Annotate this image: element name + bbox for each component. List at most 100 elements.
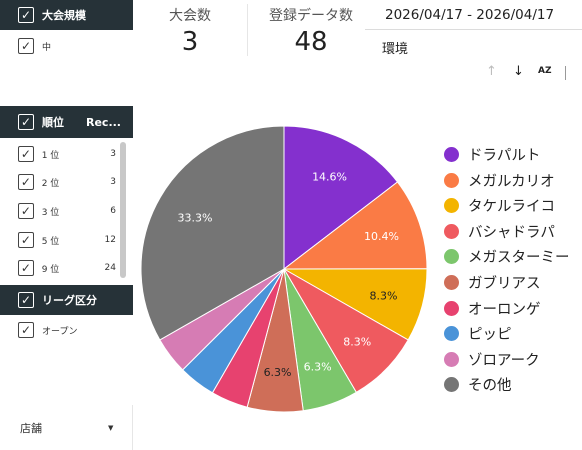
rank-filter-header[interactable]: ✓ 順位 Rec... xyxy=(0,106,133,138)
filter-option-medium[interactable]: ✓ 中 xyxy=(0,36,133,56)
arrow-up-icon[interactable]: ↑ xyxy=(486,64,497,79)
rank-filter-row[interactable]: ✓ 9 位 24 xyxy=(0,258,116,278)
pie-slice[interactable] xyxy=(282,181,428,270)
legend-item[interactable]: ドラパルト xyxy=(444,144,540,165)
legend-color-swatch xyxy=(444,300,459,316)
rank-label: 1 位 xyxy=(41,150,60,161)
slice-percent-label: 33.3% xyxy=(177,211,212,224)
legend-label: ピッピ xyxy=(468,327,512,344)
legend-color-swatch xyxy=(444,223,459,239)
pie-slice[interactable] xyxy=(283,268,358,412)
rank-label: 5 位 xyxy=(41,236,60,247)
legend-color-swatch xyxy=(444,249,459,265)
checkbox-checked-icon[interactable]: ✓ xyxy=(18,292,34,308)
rank-filter-row[interactable]: ✓ 3 位 6 xyxy=(0,201,116,221)
legend-color-swatch xyxy=(444,326,459,342)
slice-percent-label: 6.3% xyxy=(304,360,332,373)
legend-label: メガルカリオ xyxy=(468,173,555,190)
checkbox-checked-icon[interactable]: ✓ xyxy=(18,260,34,276)
checkbox-checked-icon[interactable]: ✓ xyxy=(18,174,34,190)
pie-slice[interactable] xyxy=(282,267,409,394)
record-count: 3 xyxy=(110,177,116,187)
legend-item[interactable]: ピッピ xyxy=(444,323,512,344)
league-filter-header[interactable]: ✓ リーグ区分 xyxy=(0,285,133,315)
rank-filter-row[interactable]: ✓ 2 位 3 xyxy=(0,172,116,192)
legend-label: ガブリアス xyxy=(468,276,541,292)
slice-percent-label: 14.6% xyxy=(312,171,347,184)
rank-list-scrollbar[interactable] xyxy=(120,142,126,278)
slice-percent-label: 8.3% xyxy=(370,289,398,302)
record-count: 12 xyxy=(104,235,116,245)
checkbox-checked-icon[interactable]: ✓ xyxy=(18,38,34,54)
legend-color-swatch xyxy=(444,172,459,188)
date-range-text: 2026/04/17 - 2026/04/17 xyxy=(385,6,555,23)
rank-filter-row[interactable]: ✓ 1 位 3 xyxy=(0,144,116,164)
record-count: 3 xyxy=(110,149,116,159)
legend-label: オーロンゲ xyxy=(468,301,541,318)
pie-slice[interactable] xyxy=(159,268,285,371)
tournament-size-filter-title: 大会規模 xyxy=(42,9,86,22)
rank-label: 2 位 xyxy=(41,178,60,189)
legend-label: タケルライコ xyxy=(468,199,555,216)
checkbox-checked-icon[interactable]: ✓ xyxy=(18,203,34,219)
tournament-count-value: 3 xyxy=(181,27,199,57)
rank-label: 3 位 xyxy=(41,207,60,218)
store-dropdown[interactable]: 店舗 ▼ xyxy=(0,405,133,450)
league-filter-title: リーグ区分 xyxy=(42,294,97,307)
legend-color-swatch xyxy=(444,275,459,290)
legend-item[interactable]: タケルライコ xyxy=(444,195,555,216)
tournament-size-filter-header[interactable]: ✓ 大会規模 xyxy=(0,0,133,30)
legend-color-swatch xyxy=(444,198,459,214)
rank-filter-title: 順位 xyxy=(42,116,64,129)
legend-color-swatch xyxy=(444,377,459,393)
record-count: 24 xyxy=(104,263,116,273)
pie-slice[interactable] xyxy=(181,268,285,394)
legend-item[interactable]: オーロンゲ xyxy=(444,298,541,319)
legend-label: ドラパルト xyxy=(468,148,541,164)
slice-percent-label: 8.3% xyxy=(343,335,371,348)
pie-slice[interactable] xyxy=(211,268,285,408)
legend-color-swatch xyxy=(444,351,459,367)
legend-label: メガスターミー xyxy=(468,250,570,267)
registration-count-label: 登録データ数 xyxy=(269,8,353,24)
legend-item[interactable]: ゾロアーク xyxy=(444,349,540,370)
records-column-header[interactable]: Rec... xyxy=(86,115,121,129)
record-count: 6 xyxy=(110,206,116,216)
environment-filter[interactable]: 環境 xyxy=(382,36,408,58)
filter-option-label: 中 xyxy=(42,42,52,53)
filter-option-label: オープン xyxy=(42,326,78,337)
rank-filter-row[interactable]: ✓ 5 位 12 xyxy=(0,230,116,250)
legend-item[interactable]: その他 xyxy=(444,374,512,395)
slice-percent-label: 10.4% xyxy=(364,230,399,243)
legend-item[interactable]: メガルカリオ xyxy=(444,170,555,191)
legend-item[interactable]: バシャドラパ xyxy=(444,221,555,242)
checkbox-checked-icon[interactable]: ✓ xyxy=(18,232,34,248)
sort-az-icon[interactable]: AZ xyxy=(538,66,552,76)
arrow-down-icon[interactable]: ↓ xyxy=(513,64,524,79)
legend-label: ゾロアーク xyxy=(468,352,540,369)
date-range-picker[interactable]: 2026/04/17 - 2026/04/17 xyxy=(365,0,582,30)
caret-down-icon: ▼ xyxy=(108,423,114,432)
checkbox-checked-icon[interactable]: ✓ xyxy=(18,322,34,338)
legend-item[interactable]: ガブリアス xyxy=(444,272,541,293)
legend-label: その他 xyxy=(468,378,512,395)
pie-slice[interactable] xyxy=(283,125,399,271)
registration-count-value: 48 xyxy=(294,27,328,57)
checkbox-checked-icon[interactable]: ✓ xyxy=(18,114,34,130)
pie-slice[interactable] xyxy=(140,125,285,341)
slice-percent-label: 6.3% xyxy=(264,366,292,379)
pie-slice[interactable] xyxy=(246,268,304,413)
legend-color-swatch xyxy=(444,147,459,162)
environment-label: 環境 xyxy=(382,41,409,57)
checkbox-checked-icon[interactable]: ✓ xyxy=(18,146,34,162)
checkbox-checked-icon[interactable]: ✓ xyxy=(18,7,34,23)
pie-slice[interactable] xyxy=(282,268,428,341)
tournament-count-label: 大会数 xyxy=(169,8,211,24)
toolbar-divider xyxy=(565,66,566,80)
legend-label: バシャドラパ xyxy=(468,224,555,241)
legend-item[interactable]: メガスターミー xyxy=(444,246,570,267)
store-dropdown-label: 店舗 xyxy=(20,421,42,435)
rank-label: 9 位 xyxy=(41,264,60,275)
filter-option-open[interactable]: ✓ オープン xyxy=(0,319,133,341)
